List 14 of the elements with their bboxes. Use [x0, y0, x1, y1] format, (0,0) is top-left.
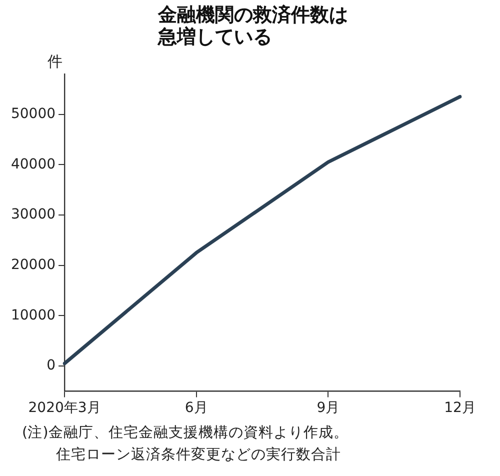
x-tick-label: 6月: [184, 400, 208, 416]
y-tick-label: 20000: [10, 256, 56, 273]
y-axis-title: 件: [48, 52, 63, 70]
text: 住宅ローン返済条件変更などの実行数合計: [55, 446, 342, 465]
x-tick-label: 2020年3月: [28, 400, 101, 416]
y-tick-label: 40000: [10, 156, 56, 172]
y-tick-label: 10000: [10, 307, 56, 324]
x-tick-label: 12月: [444, 400, 476, 416]
x-tick-label: 9月: [316, 400, 340, 416]
y-tick-label: 0: [46, 358, 56, 374]
chart-title: 金融機関の救済件数は急増している: [156, 3, 350, 48]
text: (注)金融庁、住宅金融支援機構の資料より作成。: [22, 424, 350, 443]
y-tick-label: 30000: [10, 206, 56, 223]
y-tick-label: 50000: [10, 106, 56, 122]
